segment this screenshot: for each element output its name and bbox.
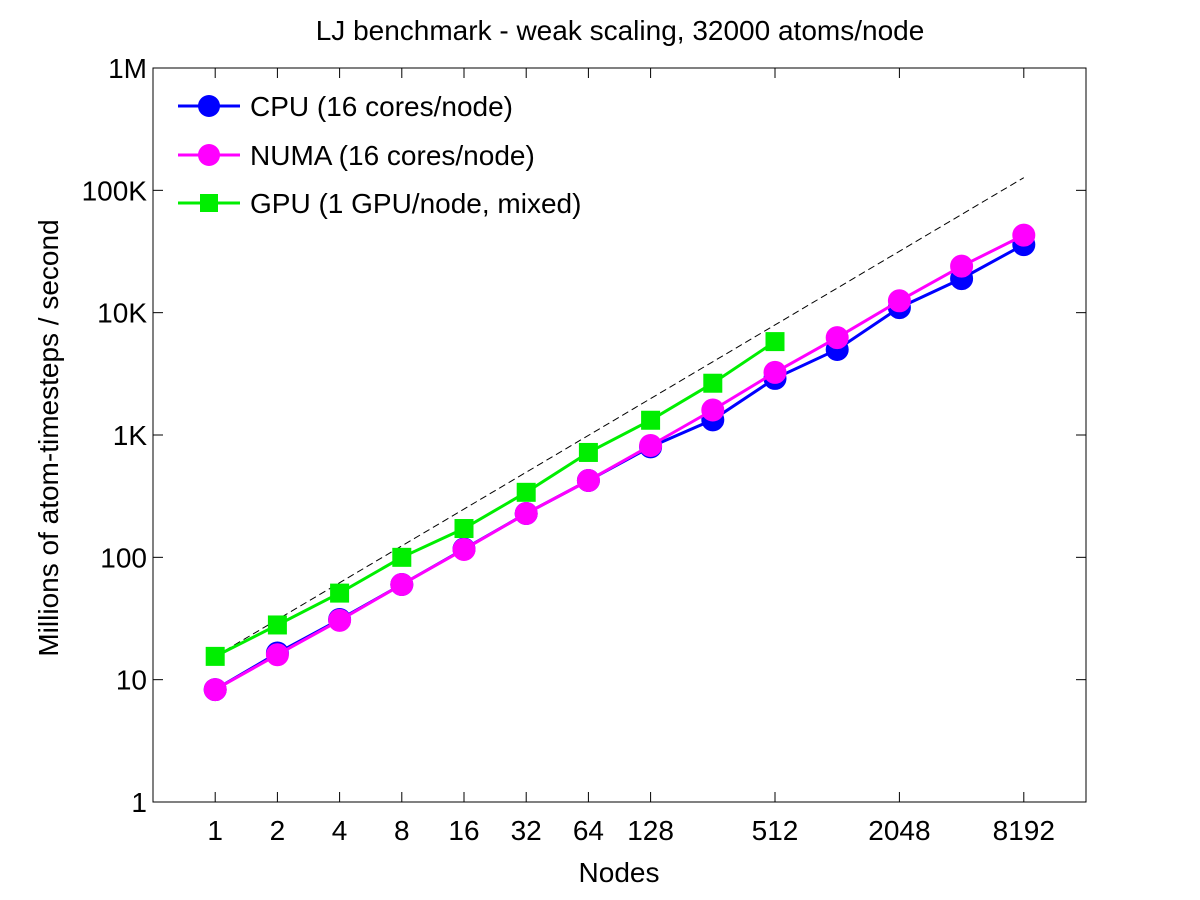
legend-marker (198, 144, 220, 166)
ideal-scaling-reference-line (214, 177, 1025, 657)
data-point (639, 434, 663, 458)
y-tick-label: 1K (113, 420, 148, 451)
x-tick-label: 512 (752, 815, 799, 846)
y-tick-label: 1 (131, 787, 147, 818)
data-point (265, 643, 289, 667)
y-tick-label: 100 (100, 542, 147, 573)
series-line (214, 233, 1025, 691)
legend-label: CPU (16 cores/node) (250, 91, 513, 122)
x-tick-label: 32 (511, 815, 542, 846)
y-tick-label: 1M (108, 53, 147, 84)
data-point (330, 583, 350, 603)
data-point (578, 442, 598, 462)
y-tick-label: 10 (116, 665, 147, 696)
series-2 (203, 223, 1036, 702)
series-layer (203, 223, 1036, 702)
data-point (641, 410, 661, 430)
data-point (763, 360, 787, 384)
data-point (887, 289, 911, 313)
legend-entry-2: NUMA (16 cores/node) (178, 140, 535, 171)
data-point (452, 537, 476, 561)
data-point (392, 547, 412, 567)
legend-label: GPU (1 GPU/node, mixed) (250, 188, 581, 219)
series-3 (205, 332, 785, 666)
data-point (765, 332, 785, 352)
x-tick-label: 2048 (868, 815, 930, 846)
legend: CPU (16 cores/node) NUMA (16 cores/node) G… (178, 91, 581, 219)
x-tick-label: 4 (332, 815, 348, 846)
data-point (701, 398, 725, 422)
legend-label: NUMA (16 cores/node) (250, 140, 535, 171)
x-axis-label: Nodes (579, 857, 660, 888)
x-tick-label: 2 (270, 815, 286, 846)
data-point (950, 254, 974, 278)
data-point (576, 468, 600, 492)
data-point (205, 646, 225, 666)
data-point (267, 615, 287, 635)
data-point (454, 519, 474, 539)
axes: 1 10 100 1K 10K 100K 1M 1 2 4 8 16 32 64 128 512 2048 819… (82, 53, 1087, 846)
data-point (516, 482, 536, 502)
x-tick-label: 16 (448, 815, 479, 846)
data-point (825, 326, 849, 350)
chart-title: LJ benchmark - weak scaling, 32000 atoms… (316, 15, 925, 46)
y-axis-label: Millions of atom-timesteps / second (33, 219, 64, 656)
data-point (328, 608, 352, 632)
data-point (390, 572, 414, 596)
y-tick-label: 100K (82, 175, 148, 206)
legend-marker (198, 95, 220, 117)
reference-line-layer (214, 177, 1025, 657)
legend-entry-3: GPU (1 GPU/node, mixed) (178, 188, 581, 219)
series-line (214, 340, 776, 658)
legend-entry-1: CPU (16 cores/node) (178, 91, 513, 122)
x-tick-label: 8 (394, 815, 410, 846)
x-tick-label: 128 (627, 815, 674, 846)
legend-marker (200, 194, 218, 212)
x-tick-label: 1 (207, 815, 223, 846)
data-point (703, 373, 723, 393)
x-tick-label: 64 (573, 815, 604, 846)
x-tick-label: 8192 (993, 815, 1055, 846)
data-point (1012, 223, 1036, 247)
data-point (514, 502, 538, 526)
y-tick-label: 10K (97, 298, 147, 329)
data-point (203, 678, 227, 702)
